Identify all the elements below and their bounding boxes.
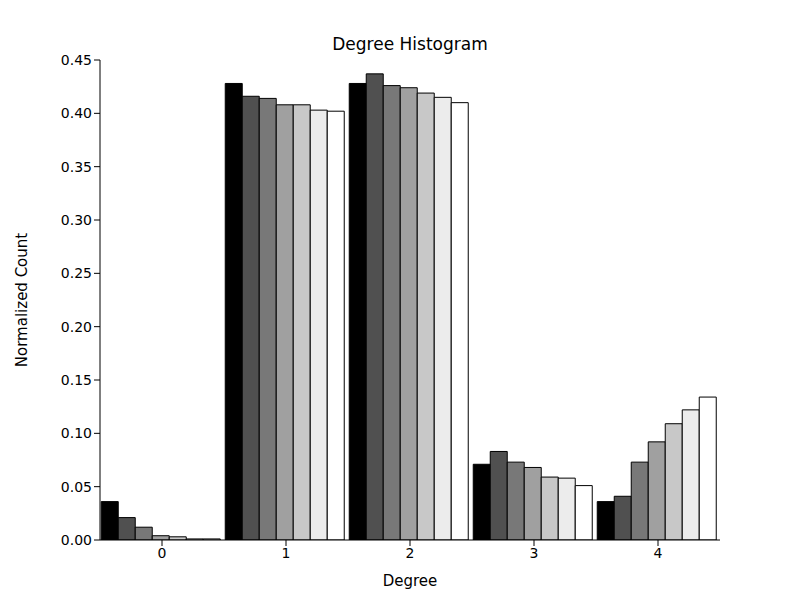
svg-text:0.45: 0.45	[61, 52, 92, 68]
svg-text:Normalized Count: Normalized Count	[13, 233, 31, 367]
svg-text:3: 3	[530, 545, 539, 561]
svg-text:0.35: 0.35	[61, 159, 92, 175]
svg-text:2: 2	[406, 545, 415, 561]
html-text:Degree Histogram: Degree Histogram	[332, 34, 488, 54]
svg-text:0.10: 0.10	[61, 425, 92, 441]
svg-text:0.20: 0.20	[61, 319, 92, 335]
svg-text:0.30: 0.30	[61, 212, 92, 228]
svg-text:0.05: 0.05	[61, 479, 92, 495]
svg-text:0.40: 0.40	[61, 105, 92, 121]
svg-text:1: 1	[282, 545, 291, 561]
svg-text:0.00: 0.00	[61, 532, 92, 548]
svg-text:0: 0	[158, 545, 167, 561]
svg-text:0.25: 0.25	[61, 265, 92, 281]
svg-text:Degree: Degree	[383, 572, 438, 590]
svg-text:4: 4	[654, 545, 663, 561]
svg-text:0.15: 0.15	[61, 372, 92, 388]
